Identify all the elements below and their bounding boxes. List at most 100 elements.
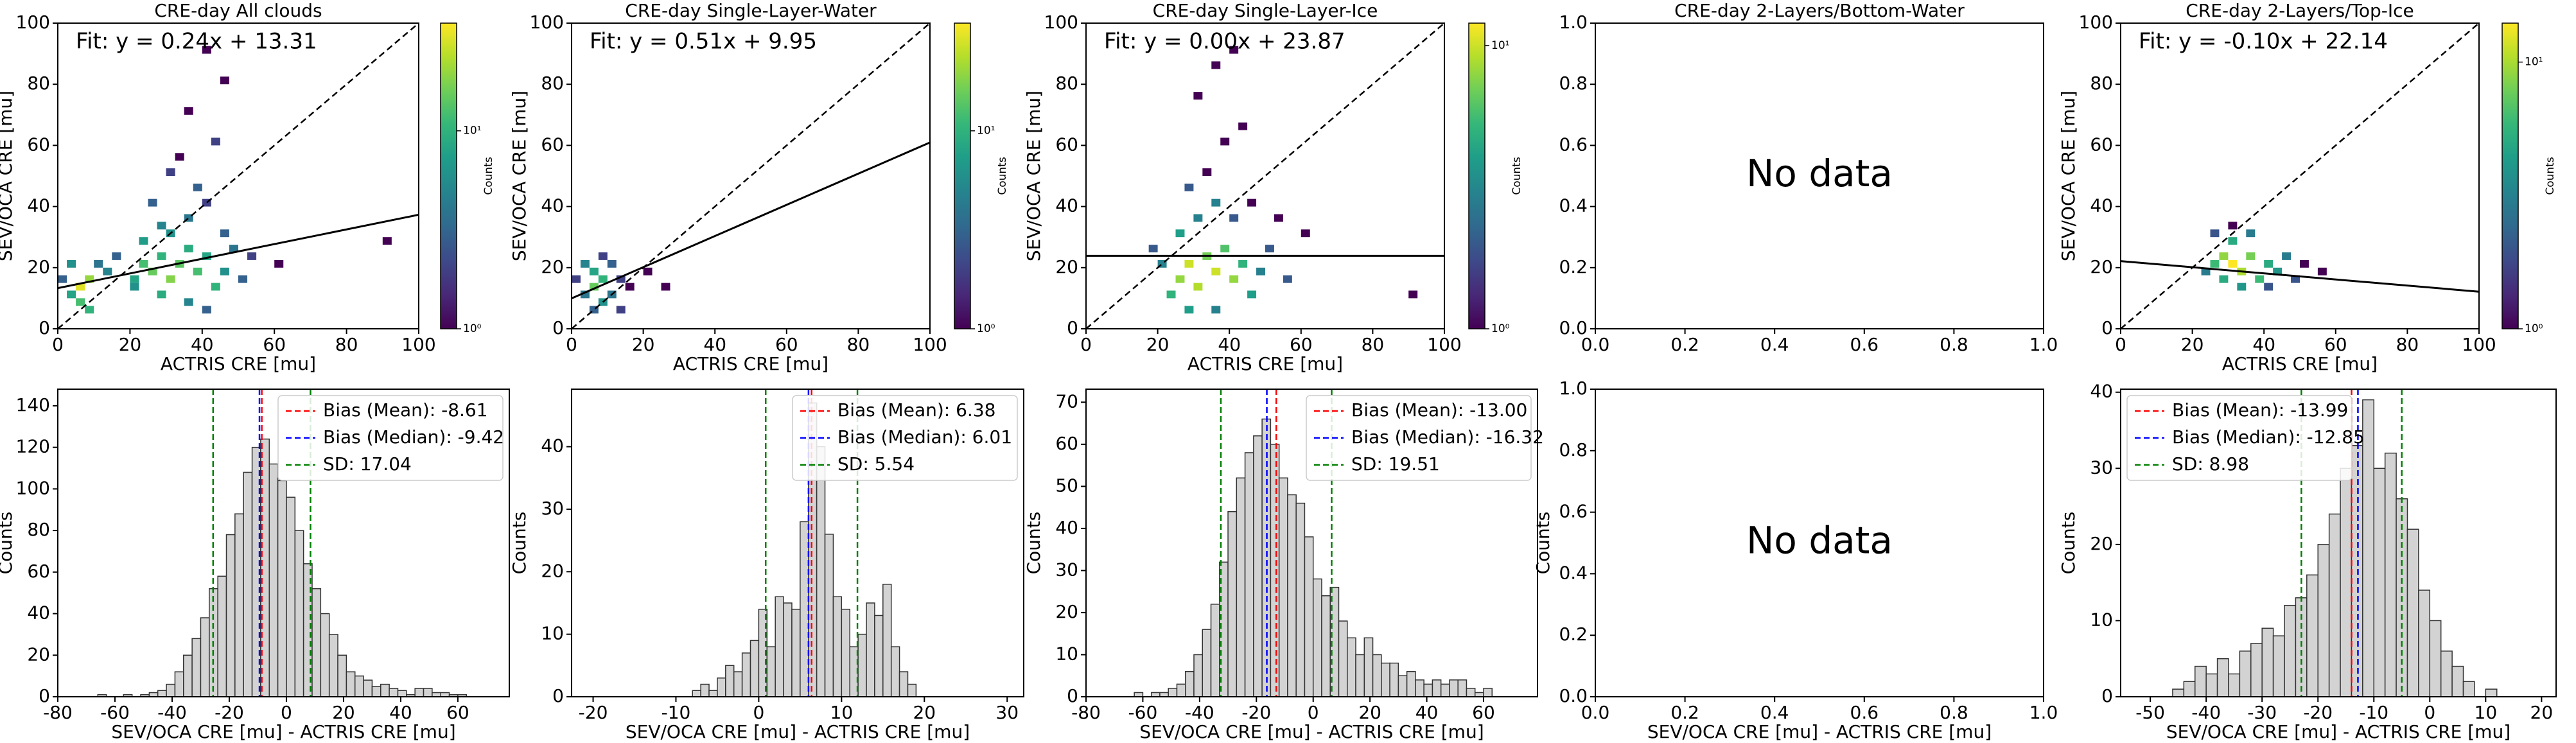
histogram-bar — [1338, 620, 1348, 697]
heatmap-cell — [1247, 198, 1257, 207]
histogram-bar — [2183, 681, 2196, 697]
legend-label: Bias (Median): 6.01 — [837, 426, 1012, 448]
axes-frame — [1595, 22, 2044, 329]
x-tick-label: 10 — [830, 702, 854, 723]
axes-frame — [57, 22, 419, 329]
x-tick-label: 0 — [1308, 702, 1319, 723]
panel: SEV/OCA CRE [mu] - ACTRIS CRE [mu] Counts… — [2058, 381, 2557, 742]
legend-label: Bias (Mean): 6.38 — [837, 399, 995, 421]
y-tick-label: 60 — [1055, 134, 1078, 155]
heatmap-cell — [157, 252, 166, 260]
y-tick-label: 70 — [1055, 390, 1078, 412]
heatmap-cell — [85, 275, 94, 283]
histogram-bar — [268, 463, 279, 697]
x-tick-label: 80 — [2396, 334, 2419, 355]
x-tick-label: 0.0 — [1581, 702, 1610, 723]
histogram-bar — [775, 596, 784, 697]
histogram-bar — [2351, 444, 2363, 697]
y-tick-label: 60 — [27, 134, 50, 155]
y-axis-label: SEV/OCA CRE [mu] — [0, 91, 16, 261]
heatmap-cell — [1193, 283, 1203, 291]
y-tick-label: 60 — [541, 134, 564, 155]
histogram-bar — [882, 584, 892, 697]
x-tick-label: 0 — [1080, 334, 1092, 355]
y-tick-label: 0.6 — [1559, 134, 1588, 155]
x-tick-label: 20 — [2530, 702, 2554, 723]
histogram-bar — [389, 688, 399, 697]
histogram-bar — [749, 640, 760, 697]
histogram-bar — [337, 654, 347, 697]
y-tick-label: 120 — [16, 436, 50, 457]
x-tick-label: 20 — [1146, 334, 1170, 355]
histogram-bar — [1193, 654, 1204, 697]
histogram-bar — [397, 690, 407, 697]
x-tick-label: 20 — [632, 334, 655, 355]
heatmap-cell — [1184, 183, 1194, 191]
histogram-bar — [898, 671, 909, 697]
colorbar-tick-label: 10¹ — [2525, 56, 2543, 69]
heatmap-cell — [2291, 275, 2300, 283]
x-tick-label: 100 — [913, 334, 947, 355]
x-tick-label: 100 — [401, 334, 435, 355]
heatmap-cell — [184, 214, 193, 222]
y-tick-label: 20 — [27, 643, 50, 665]
fit-label: Fit: y = 0.00x + 23.87 — [1104, 29, 1345, 55]
heatmap-cell — [580, 259, 590, 268]
x-tick-label: 60 — [1472, 702, 1495, 723]
one-to-one-line — [2121, 23, 2479, 329]
histogram-bar — [1287, 494, 1297, 697]
colorbar-label: Counts — [482, 157, 495, 195]
histogram-bar — [1415, 679, 1424, 697]
colorbar-tick-label: 10⁰ — [977, 322, 995, 335]
colorbar-tick-label: 10⁰ — [463, 322, 482, 335]
x-tick-label: 60 — [1290, 334, 1313, 355]
histogram-bar — [2228, 673, 2241, 697]
histogram-bar — [234, 513, 244, 697]
heatmap-cell — [2246, 252, 2256, 260]
y-tick-label: 20 — [541, 256, 564, 277]
y-tick-label: 40 — [2090, 381, 2113, 402]
heatmap-cell — [202, 252, 211, 260]
x-tick-label: 40 — [1218, 334, 1241, 355]
colorbar-tick-label: 10¹ — [977, 125, 995, 137]
heatmap-cell — [166, 275, 175, 283]
histogram-bar — [260, 438, 270, 697]
heatmap-cell — [76, 298, 85, 306]
y-tick-label: 100 — [1044, 12, 1078, 33]
axes-frame — [571, 389, 1024, 697]
heatmap-cell — [2219, 275, 2229, 283]
histogram-bar — [1321, 595, 1331, 697]
axes-frame — [1595, 389, 2044, 697]
histogram-bar — [1253, 435, 1263, 697]
y-tick-label: 100 — [16, 12, 50, 33]
x-tick-label: -10 — [2359, 702, 2388, 723]
histogram-bar — [708, 690, 718, 697]
histogram-bar — [832, 596, 843, 697]
fit-line — [2121, 260, 2479, 293]
histogram-bar — [1432, 679, 1442, 697]
x-tick-label: 20 — [119, 334, 142, 355]
x-axis-label: ACTRIS CRE [mu] — [161, 353, 316, 374]
y-axis-label: SEV/OCA CRE [mu] — [1023, 91, 1044, 261]
y-tick-label: 0.6 — [1559, 501, 1588, 522]
heatmap-cell — [1157, 259, 1167, 268]
y-tick-label: 20 — [27, 256, 50, 277]
x-tick-label: 60 — [263, 334, 286, 355]
x-tick-label: 10 — [2475, 702, 2498, 723]
heatmap-cell — [229, 245, 238, 252]
panel: SEV/OCA CRE [mu] - ACTRIS CRE [mu] Counts… — [1532, 378, 2058, 742]
x-tick-label: 40 — [703, 334, 726, 355]
annotation: No data — [1746, 519, 1893, 563]
histogram-bar — [191, 638, 202, 697]
colorbar-label: Counts — [1511, 157, 1523, 195]
y-tick-label: 1.0 — [1559, 378, 1588, 399]
histogram-bar — [380, 683, 390, 697]
histogram-bar — [907, 683, 917, 697]
x-axis-label: SEV/OCA CRE [mu] - ACTRIS CRE [mu] — [626, 721, 970, 742]
y-tick-label: 80 — [2090, 73, 2113, 94]
heatmap-cell — [2237, 283, 2247, 291]
y-tick-label: 60 — [2090, 134, 2113, 155]
axes-frame — [2120, 22, 2480, 329]
histogram-bar — [1210, 604, 1220, 697]
panel: CRE-day Single-Layer-Water ACTRIS CRE [mu… — [509, 0, 1009, 374]
